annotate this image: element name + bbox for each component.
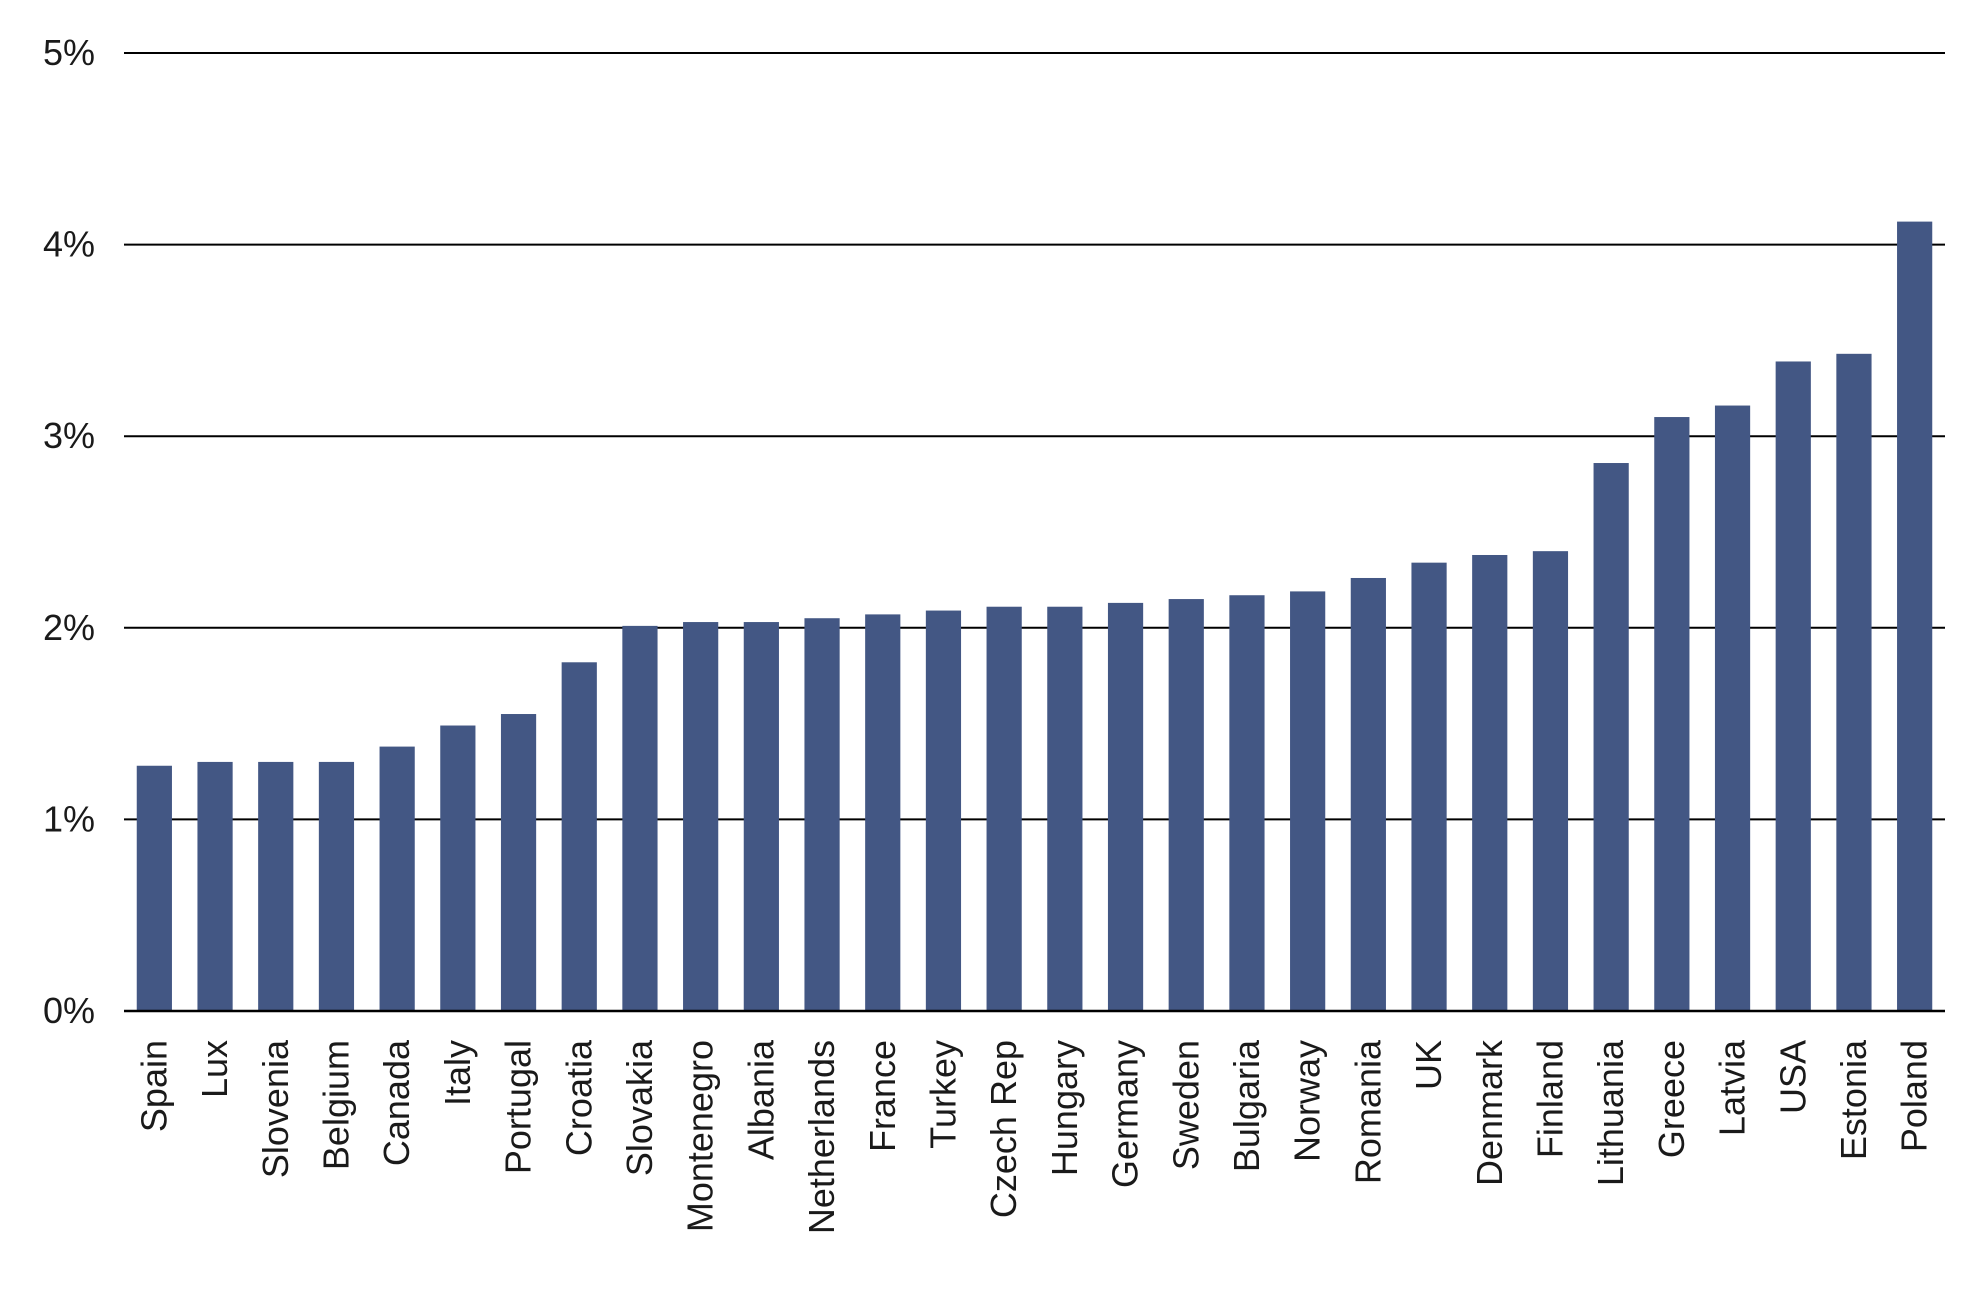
x-tick-label: Turkey (922, 1040, 963, 1149)
x-tick-label: Poland (1894, 1040, 1935, 1152)
bar-france (865, 614, 901, 1011)
x-tick-label: Canada (376, 1039, 417, 1166)
y-tick-label: 2% (43, 607, 95, 648)
bar-greece (1654, 417, 1690, 1011)
bar-latvia (1714, 405, 1751, 1011)
x-tick-label: Czech Rep (983, 1040, 1024, 1218)
bar-poland (1897, 221, 1933, 1011)
bar-denmark (1472, 554, 1508, 1011)
bar-netherlands (804, 618, 840, 1011)
x-tick-label: France (862, 1040, 903, 1152)
bar-sweden (1168, 599, 1204, 1011)
bar-norway (1290, 591, 1326, 1011)
x-tick-label: Slovenia (255, 1039, 296, 1178)
bar-estonia (1836, 353, 1872, 1011)
y-tick-label: 1% (43, 798, 95, 839)
bar-canada (379, 746, 415, 1011)
x-tick-label: Croatia (558, 1039, 599, 1156)
bar-slovenia (258, 761, 294, 1011)
y-tick-label: 3% (43, 415, 95, 456)
bar-portugal (500, 714, 537, 1011)
gridlines (124, 52, 1945, 821)
bar-usa (1775, 361, 1811, 1011)
bar-czech-rep (986, 606, 1022, 1011)
x-tick-label: Germany (1105, 1040, 1146, 1188)
x-tick-label: Denmark (1469, 1039, 1510, 1186)
x-tick-label: Sweden (1165, 1040, 1206, 1170)
x-tick-label: Italy (437, 1040, 478, 1106)
bar-lux (197, 761, 233, 1011)
x-tick-label: Norway (1287, 1040, 1328, 1162)
x-tick-label: USA (1772, 1040, 1813, 1114)
x-tick-label: Lux (194, 1040, 235, 1098)
bar-finland (1532, 551, 1569, 1011)
labels: 0% 1% 2% 3% 4% 5% Spain Lux Slovenia Belgium Canad… (43, 32, 1935, 1234)
x-tick-label: Netherlands (801, 1040, 842, 1234)
x-tick-label: Hungary (1044, 1040, 1085, 1176)
x-tick-label: Slovakia (619, 1039, 660, 1176)
x-tick-label: Lithuania (1590, 1039, 1631, 1186)
x-tick-label: Belgium (315, 1040, 356, 1170)
x-tick-label: Romania (1347, 1039, 1388, 1184)
bar-germany (1107, 602, 1144, 1011)
x-tick-label: Spain (133, 1040, 174, 1132)
bar-hungary (1047, 606, 1083, 1011)
bar-spain (136, 765, 172, 1011)
bar-lithuania (1593, 463, 1629, 1011)
x-tick-label: UK (1408, 1040, 1449, 1090)
x-tick-label: Albania (740, 1039, 781, 1160)
x-tick-label: Bulgaria (1226, 1039, 1267, 1172)
x-tick-label: Portugal (498, 1040, 539, 1174)
bar-bulgaria (1229, 595, 1265, 1011)
y-tick-label: 4% (43, 224, 95, 265)
x-tick-label: Estonia (1833, 1039, 1874, 1160)
y-tick-label: 5% (43, 32, 95, 73)
bar-albania (743, 622, 779, 1011)
bar-turkey (925, 610, 962, 1011)
bar-italy (440, 725, 476, 1011)
bar-romania (1350, 577, 1386, 1011)
bars (136, 221, 1933, 1011)
x-tick-label: Greece (1651, 1040, 1692, 1158)
x-tick-label: Montenegro (680, 1040, 721, 1232)
y-tick-label: 0% (43, 990, 95, 1031)
bar-croatia (561, 662, 597, 1011)
x-tick-label: Finland (1529, 1040, 1570, 1158)
bar-uk (1411, 562, 1447, 1011)
bar-slovakia (622, 625, 658, 1011)
bar-belgium (318, 761, 355, 1011)
x-tick-label: Latvia (1712, 1039, 1753, 1136)
bar-montenegro (683, 622, 719, 1011)
